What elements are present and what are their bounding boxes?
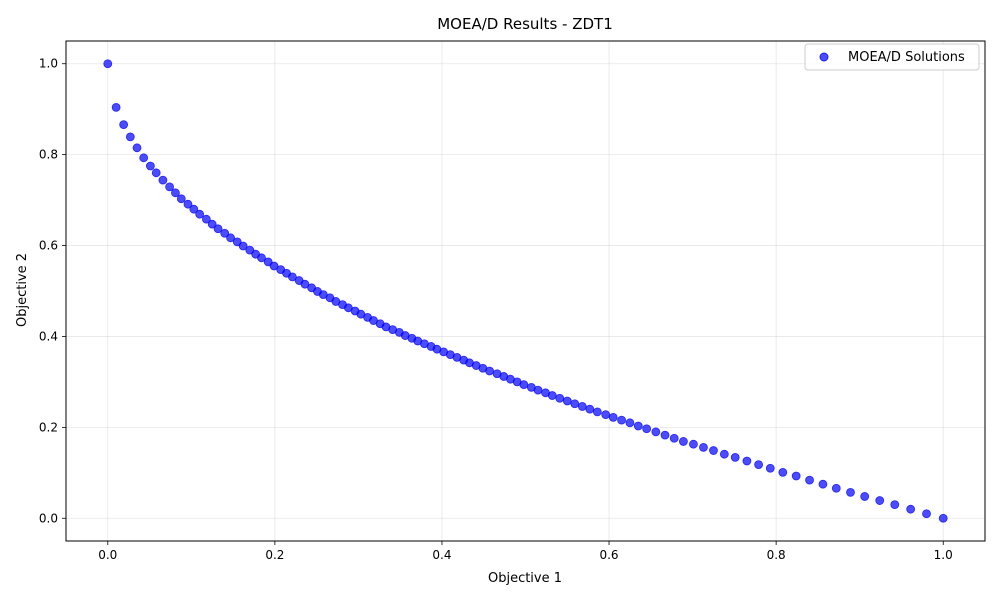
data-point xyxy=(651,427,661,437)
data-point xyxy=(132,143,142,153)
data-point xyxy=(125,132,135,142)
data-point xyxy=(730,452,740,462)
data-point xyxy=(791,471,801,481)
data-point xyxy=(195,209,205,219)
data-point xyxy=(555,393,565,403)
data-point xyxy=(699,442,708,452)
data-point xyxy=(158,175,168,185)
y-tick-label: 0.4 xyxy=(39,329,58,343)
y-tick-label: 1.0 xyxy=(39,57,58,71)
data-point xyxy=(103,59,113,69)
data-point xyxy=(679,437,688,446)
data-point xyxy=(176,194,186,204)
legend-label: MOEA/D Solutions xyxy=(848,50,965,65)
x-tick-label: 0.6 xyxy=(599,548,618,562)
data-point xyxy=(257,253,266,263)
data-point xyxy=(608,412,618,422)
data-point xyxy=(617,415,626,425)
legend: MOEA/D Solutions xyxy=(804,43,980,71)
data-point xyxy=(660,430,670,440)
data-point xyxy=(778,467,788,477)
axis-ticks: 0.0 0.2 0.4 0.6 0.8 1.0 0.0 0.2 0.4 0.6 0.8 1.0 xyxy=(39,57,953,562)
data-point xyxy=(689,439,698,449)
chart-title: MOEA/D Results - ZDT1 xyxy=(437,15,613,33)
data-point xyxy=(300,279,310,289)
x-tick-label: 0.0 xyxy=(98,548,117,562)
data-point xyxy=(189,204,199,214)
y-tick-label: 0.8 xyxy=(39,148,58,162)
data-point xyxy=(220,228,230,238)
data-point xyxy=(642,424,652,434)
x-tick-label: 0.2 xyxy=(265,548,284,562)
data-point xyxy=(119,120,129,130)
data-point xyxy=(601,410,611,420)
y-tick-label: 0.2 xyxy=(39,420,58,434)
data-point xyxy=(183,199,193,209)
data-point xyxy=(570,399,580,409)
y-tick-label: 0.6 xyxy=(39,239,58,253)
data-point xyxy=(288,272,297,282)
data-point xyxy=(269,261,279,271)
data-point xyxy=(592,407,602,417)
data-point xyxy=(669,433,679,443)
data-point xyxy=(719,449,729,459)
data-point xyxy=(742,456,752,466)
data-point xyxy=(846,487,855,497)
data-point xyxy=(633,421,643,431)
y-tick-label: 0.0 xyxy=(39,511,58,525)
data-point xyxy=(201,214,211,224)
grid xyxy=(66,41,985,541)
data-point xyxy=(890,500,900,510)
x-tick-label: 0.4 xyxy=(432,548,451,562)
x-tick-label: 1.0 xyxy=(934,548,953,562)
data-point xyxy=(938,513,948,523)
data-point xyxy=(111,102,121,112)
data-point xyxy=(139,153,149,163)
data-point xyxy=(226,233,235,243)
data-points xyxy=(103,59,948,523)
data-point xyxy=(875,496,885,505)
x-tick-label: 0.8 xyxy=(767,548,786,562)
data-point xyxy=(213,224,223,234)
data-point xyxy=(765,463,775,473)
data-point xyxy=(625,418,635,428)
data-point xyxy=(165,182,174,192)
data-point xyxy=(547,391,557,400)
data-point xyxy=(818,479,828,489)
data-point xyxy=(709,446,718,455)
data-point xyxy=(577,402,587,411)
y-axis-label: Objective 2 xyxy=(15,253,30,327)
data-point xyxy=(562,396,572,406)
data-point xyxy=(207,219,217,229)
data-point xyxy=(485,366,494,376)
data-point xyxy=(922,509,931,519)
data-point xyxy=(145,161,155,171)
legend-marker xyxy=(819,52,829,62)
legend-box xyxy=(804,43,980,71)
data-point xyxy=(906,504,916,514)
data-point xyxy=(238,241,248,251)
data-point xyxy=(805,475,814,485)
data-point xyxy=(831,483,841,493)
axes-frame xyxy=(65,40,986,542)
data-point xyxy=(519,380,529,390)
x-axis-label: Objective 1 xyxy=(488,571,562,586)
data-point xyxy=(533,385,543,395)
data-point xyxy=(754,460,763,470)
data-point xyxy=(585,404,595,414)
data-point xyxy=(151,168,161,178)
data-point xyxy=(860,492,870,501)
data-point xyxy=(171,188,180,198)
